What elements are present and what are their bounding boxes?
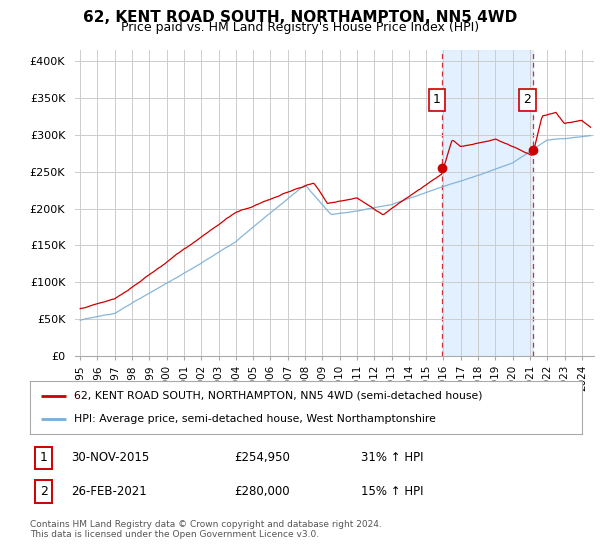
- Text: Contains HM Land Registry data © Crown copyright and database right 2024.
This d: Contains HM Land Registry data © Crown c…: [30, 520, 382, 539]
- Text: 15% ↑ HPI: 15% ↑ HPI: [361, 485, 424, 498]
- Text: 2: 2: [40, 485, 48, 498]
- Text: 2: 2: [523, 93, 532, 106]
- Text: 26-FEB-2021: 26-FEB-2021: [71, 485, 147, 498]
- Text: 62, KENT ROAD SOUTH, NORTHAMPTON, NN5 4WD: 62, KENT ROAD SOUTH, NORTHAMPTON, NN5 4W…: [83, 10, 517, 25]
- Text: 62, KENT ROAD SOUTH, NORTHAMPTON, NN5 4WD (semi-detached house): 62, KENT ROAD SOUTH, NORTHAMPTON, NN5 4W…: [74, 391, 482, 401]
- Text: Price paid vs. HM Land Registry's House Price Index (HPI): Price paid vs. HM Land Registry's House …: [121, 21, 479, 34]
- Text: £280,000: £280,000: [234, 485, 290, 498]
- Text: 1: 1: [40, 451, 48, 464]
- Text: £254,950: £254,950: [234, 451, 290, 464]
- Text: 31% ↑ HPI: 31% ↑ HPI: [361, 451, 424, 464]
- Text: 30-NOV-2015: 30-NOV-2015: [71, 451, 149, 464]
- Bar: [442, 50, 533, 356]
- Text: HPI: Average price, semi-detached house, West Northamptonshire: HPI: Average price, semi-detached house,…: [74, 414, 436, 424]
- Text: 1: 1: [433, 93, 441, 106]
